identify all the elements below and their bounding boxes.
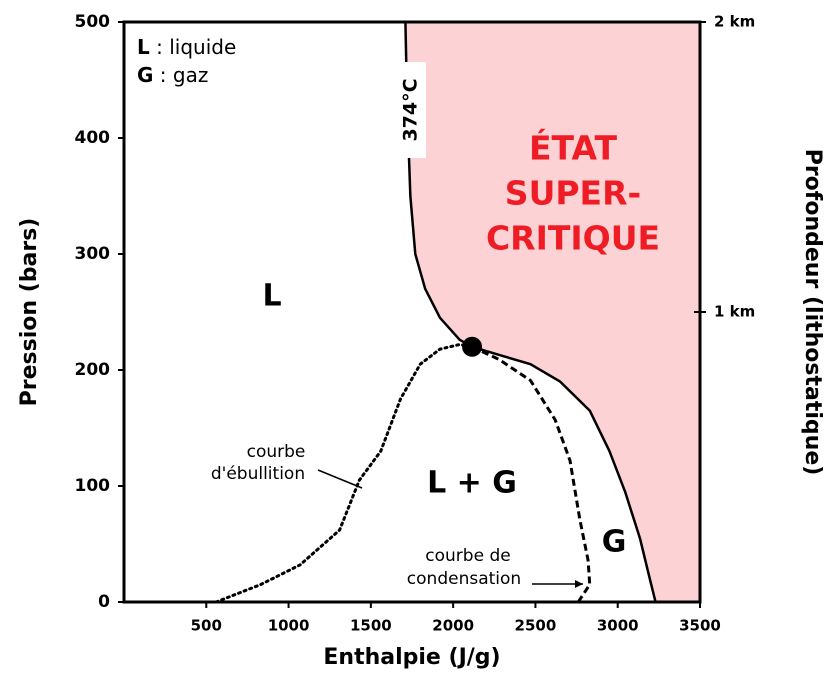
- supercritical-label: CRITIQUE: [486, 219, 660, 258]
- curve-label: d'ébullition: [211, 464, 305, 484]
- x-tick-label: 1000: [268, 617, 310, 635]
- supercritical-label: SUPER-: [505, 174, 641, 213]
- y-tick-label: 500: [75, 12, 111, 32]
- critical-point: [462, 336, 483, 357]
- y-tick-label: 0: [98, 592, 110, 612]
- region-label: L + G: [427, 466, 517, 501]
- label-background: [396, 62, 426, 158]
- x-tick-label: 500: [191, 617, 222, 635]
- phase-curve: [214, 342, 474, 604]
- phase-curve: [404, 21, 657, 603]
- plot-frame: [122, 20, 702, 604]
- region-fill: [405, 22, 700, 602]
- critical-temperature-label: 374°C: [400, 78, 422, 141]
- legend-symbol: G: [137, 63, 153, 87]
- x-tick-label: 3500: [679, 617, 721, 635]
- main-layer: 500 1000 1500 2000 2500 3000 3500 0 100 200 300 400…: [75, 12, 756, 635]
- region-label: L: [262, 279, 281, 314]
- y2-tick-label: 2 km: [714, 13, 755, 31]
- curve-label: courbe: [247, 442, 306, 462]
- legend-symbol: L: [137, 35, 150, 59]
- y-tick-label: 200: [75, 360, 111, 380]
- x-tick-label: 2000: [432, 617, 474, 635]
- legend-entry: L : liquide: [137, 35, 236, 59]
- leader-arrow: [575, 580, 583, 588]
- x-axis-title: Enthalpie (J/g): [323, 645, 500, 670]
- x-tick-label: 2500: [515, 617, 557, 635]
- curve-label: condensation: [407, 569, 521, 589]
- legend-text: : gaz: [160, 63, 209, 87]
- y-tick-label: 300: [75, 244, 111, 264]
- y2-tick-label: 1 km: [714, 303, 755, 321]
- y-axis-title: Pression (bars): [17, 218, 42, 407]
- leader-line: [317, 469, 363, 489]
- legend-entry: G : gaz: [137, 63, 208, 87]
- supercritical-label: ÉTAT: [529, 128, 617, 168]
- x-tick-label: 1500: [350, 617, 392, 635]
- y-tick-label: 100: [75, 476, 111, 496]
- y-tick-label: 400: [75, 128, 111, 148]
- y2-axis-title: Profondeur (lithostatique): [800, 149, 825, 476]
- fill-layer: [405, 22, 700, 602]
- x-tick-label: 3000: [597, 617, 639, 635]
- region-label: G: [602, 525, 627, 560]
- curve-label: courbe de: [425, 546, 510, 566]
- phase-curve: [471, 345, 592, 603]
- legend-text: : liquide: [156, 35, 236, 59]
